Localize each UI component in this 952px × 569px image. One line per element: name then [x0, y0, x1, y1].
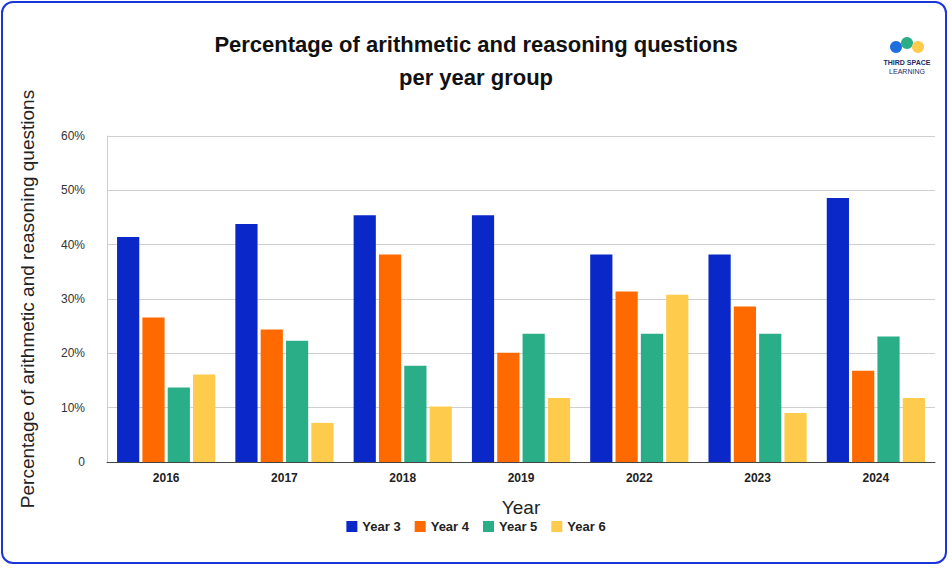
svg-text:Year: Year: [502, 497, 541, 518]
svg-text:Year 5: Year 5: [499, 519, 537, 534]
svg-text:Year 3: Year 3: [362, 519, 400, 534]
svg-text:40%: 40%: [61, 238, 85, 252]
svg-text:2024: 2024: [863, 471, 890, 485]
svg-text:2016: 2016: [153, 471, 180, 485]
svg-text:Percentage of arithmetic and r: Percentage of arithmetic and reasoning q…: [17, 90, 38, 508]
svg-text:Year 4: Year 4: [431, 519, 470, 534]
svg-text:per year group: per year group: [399, 65, 553, 90]
svg-text:2023: 2023: [744, 471, 771, 485]
svg-text:30%: 30%: [61, 292, 85, 306]
svg-text:20%: 20%: [61, 346, 85, 360]
svg-text:Percentage of arithmetic and r: Percentage of arithmetic and reasoning q…: [214, 32, 737, 57]
svg-text:0: 0: [78, 455, 85, 469]
svg-text:THIRD SPACE: THIRD SPACE: [884, 59, 931, 66]
svg-text:2019: 2019: [508, 471, 535, 485]
svg-text:2017: 2017: [271, 471, 298, 485]
svg-text:2022: 2022: [626, 471, 653, 485]
svg-text:60%: 60%: [61, 129, 85, 143]
svg-text:2018: 2018: [389, 471, 416, 485]
svg-text:10%: 10%: [61, 401, 85, 415]
svg-text:50%: 50%: [61, 183, 85, 197]
svg-text:LEARNING: LEARNING: [889, 68, 925, 75]
svg-text:Year 6: Year 6: [567, 519, 605, 534]
